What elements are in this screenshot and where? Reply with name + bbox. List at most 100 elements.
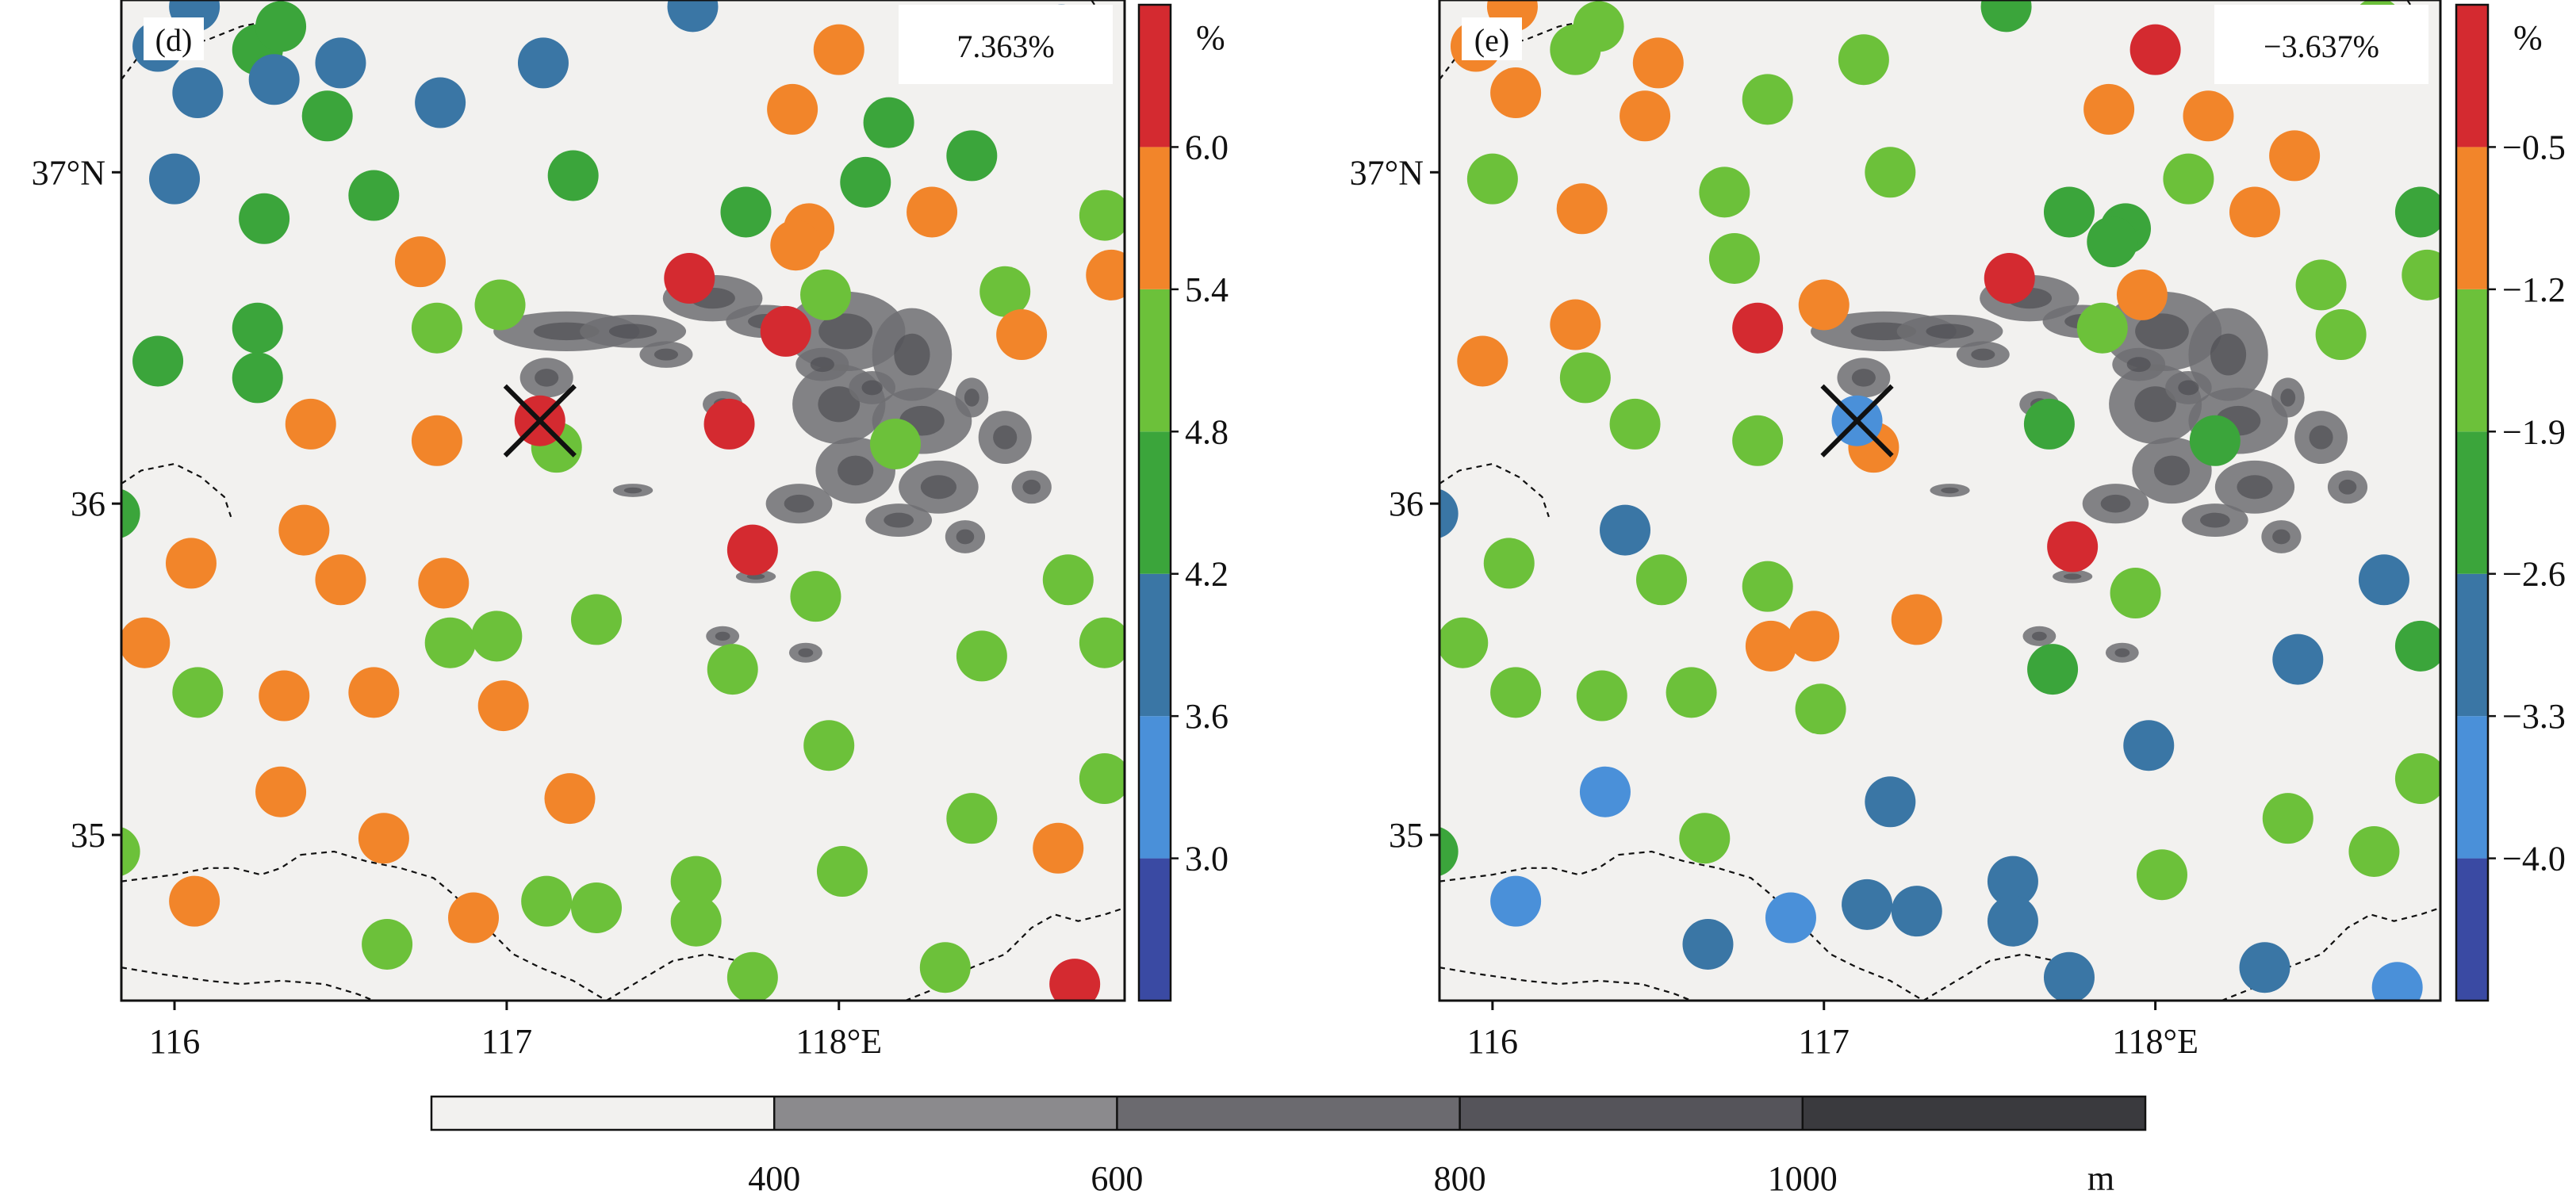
- station-dot: [1742, 74, 1793, 125]
- colorbar-frame: [2455, 3, 2490, 1002]
- station-dot: [2083, 83, 2135, 135]
- station-dot: [2371, 962, 2423, 1001]
- terrain-high-patch: [784, 494, 815, 513]
- colorbar-segment: [2456, 431, 2488, 574]
- x-tick-label: 118°E: [795, 1022, 882, 1061]
- station-dot: [2358, 554, 2409, 606]
- station-dot: [2043, 951, 2095, 1001]
- value-colorbar: −4.0 −3.3 −2.6 −1.9 −1.2 −0.5%: [2455, 3, 2566, 1002]
- station-dot: [1483, 538, 1535, 589]
- station-dot: [1865, 776, 1916, 828]
- terrain-high-patch: [1926, 323, 1974, 339]
- station-dot: [348, 667, 400, 718]
- station-dot: [2394, 620, 2440, 672]
- boundary-line: [905, 906, 1125, 1001]
- station-dot: [2129, 24, 2181, 75]
- terrain-high-patch: [535, 369, 559, 387]
- elevation-segment: [774, 1097, 1117, 1130]
- elevation-tick-label: 400: [748, 1159, 800, 1198]
- station-dot: [2394, 753, 2440, 805]
- terrain-high-patch: [838, 455, 874, 486]
- station-dot: [1699, 167, 1750, 218]
- station-dot: [1457, 335, 1508, 387]
- station-dot: [800, 269, 852, 320]
- panel-label-box: [1462, 17, 1522, 60]
- elevation-tick-label: 600: [1091, 1159, 1143, 1198]
- station-dot: [726, 951, 778, 1001]
- terrain-high-patch: [2134, 386, 2176, 423]
- terrain-high-patch: [1941, 487, 1959, 494]
- station-dot: [2123, 720, 2175, 771]
- station-dot: [2087, 216, 2138, 268]
- colorbar-tick-label: −4.0: [2502, 840, 2566, 879]
- station-dot: [979, 266, 1031, 317]
- colorbar-tick-label: −2.6: [2502, 555, 2566, 594]
- terrain-high-patch: [2100, 494, 2131, 513]
- station-dot: [547, 150, 599, 201]
- station-dot: [1708, 232, 1760, 284]
- station-dot: [1579, 766, 1631, 817]
- station-dot: [1049, 959, 1101, 1001]
- station-dot: [1490, 67, 1542, 119]
- x-tick-label: 117: [481, 1022, 532, 1061]
- elevation-frame: [430, 1095, 2147, 1131]
- station-dot: [521, 875, 573, 927]
- station-dot: [813, 24, 864, 75]
- x-tick-label: 116: [1467, 1022, 1518, 1061]
- station-dot: [1439, 488, 1459, 538]
- colorbar-segment: [1139, 716, 1171, 859]
- station-dot: [471, 611, 523, 662]
- station-dot: [1838, 34, 1889, 86]
- panel-label: (d): [155, 22, 193, 58]
- station-dot: [570, 594, 622, 645]
- stations: [1439, 0, 2440, 1001]
- colorbar-segment: [2456, 147, 2488, 289]
- station-dot: [869, 418, 921, 469]
- station-dot: [2023, 398, 2075, 450]
- station-dot: [301, 90, 353, 142]
- y-tick-label: 36: [71, 484, 105, 523]
- station-dot: [362, 918, 413, 970]
- target-marker-cross: [1820, 384, 1894, 457]
- colorbar-segment: [2456, 289, 2488, 432]
- colorbar-tick-label: 4.8: [1185, 412, 1229, 451]
- station-dot: [2269, 130, 2321, 182]
- terrain-high-patch: [1022, 479, 1041, 495]
- station-dot: [2189, 415, 2241, 466]
- station-dot: [2076, 302, 2128, 354]
- station-dot: [1732, 302, 1784, 354]
- station-dot: [1079, 189, 1125, 241]
- station-dot: [996, 309, 1048, 361]
- terrain-high-patch: [884, 512, 914, 528]
- y-tick-label: 35: [71, 816, 105, 855]
- station-dot: [2136, 849, 2187, 901]
- elevation-tick-label: 1000: [1768, 1159, 1838, 1198]
- x-tick-label: 116: [149, 1022, 200, 1061]
- station-dot: [1042, 554, 1094, 606]
- terrain-high-patch: [623, 487, 642, 494]
- value-box: [899, 5, 1113, 84]
- terrain-high-patch: [2063, 573, 2082, 580]
- colorbar-tick-label: −1.2: [2502, 270, 2566, 309]
- station-dot: [726, 524, 778, 576]
- boundary-line: [606, 953, 773, 1001]
- station-dot: [172, 667, 224, 718]
- station-dot: [816, 846, 868, 898]
- station-dot: [248, 54, 300, 105]
- station-dot: [1559, 352, 1611, 404]
- station-dot: [424, 617, 476, 668]
- colorbar-segment: [1139, 147, 1171, 289]
- colorbar-frame: [1137, 3, 1172, 1002]
- station-dot: [2116, 269, 2168, 320]
- colorbar-unit: %: [2513, 18, 2543, 57]
- colorbar-tick-label: 5.4: [1185, 270, 1229, 309]
- station-dot: [394, 236, 446, 288]
- station-dot: [1490, 667, 1542, 718]
- terrain-high-patch: [861, 380, 883, 396]
- colorbar-segment: [1139, 5, 1171, 147]
- station-dot: [2402, 249, 2440, 300]
- terrain-high-patch: [810, 357, 834, 373]
- station-dot: [448, 892, 500, 944]
- station-dot: [1891, 886, 1942, 937]
